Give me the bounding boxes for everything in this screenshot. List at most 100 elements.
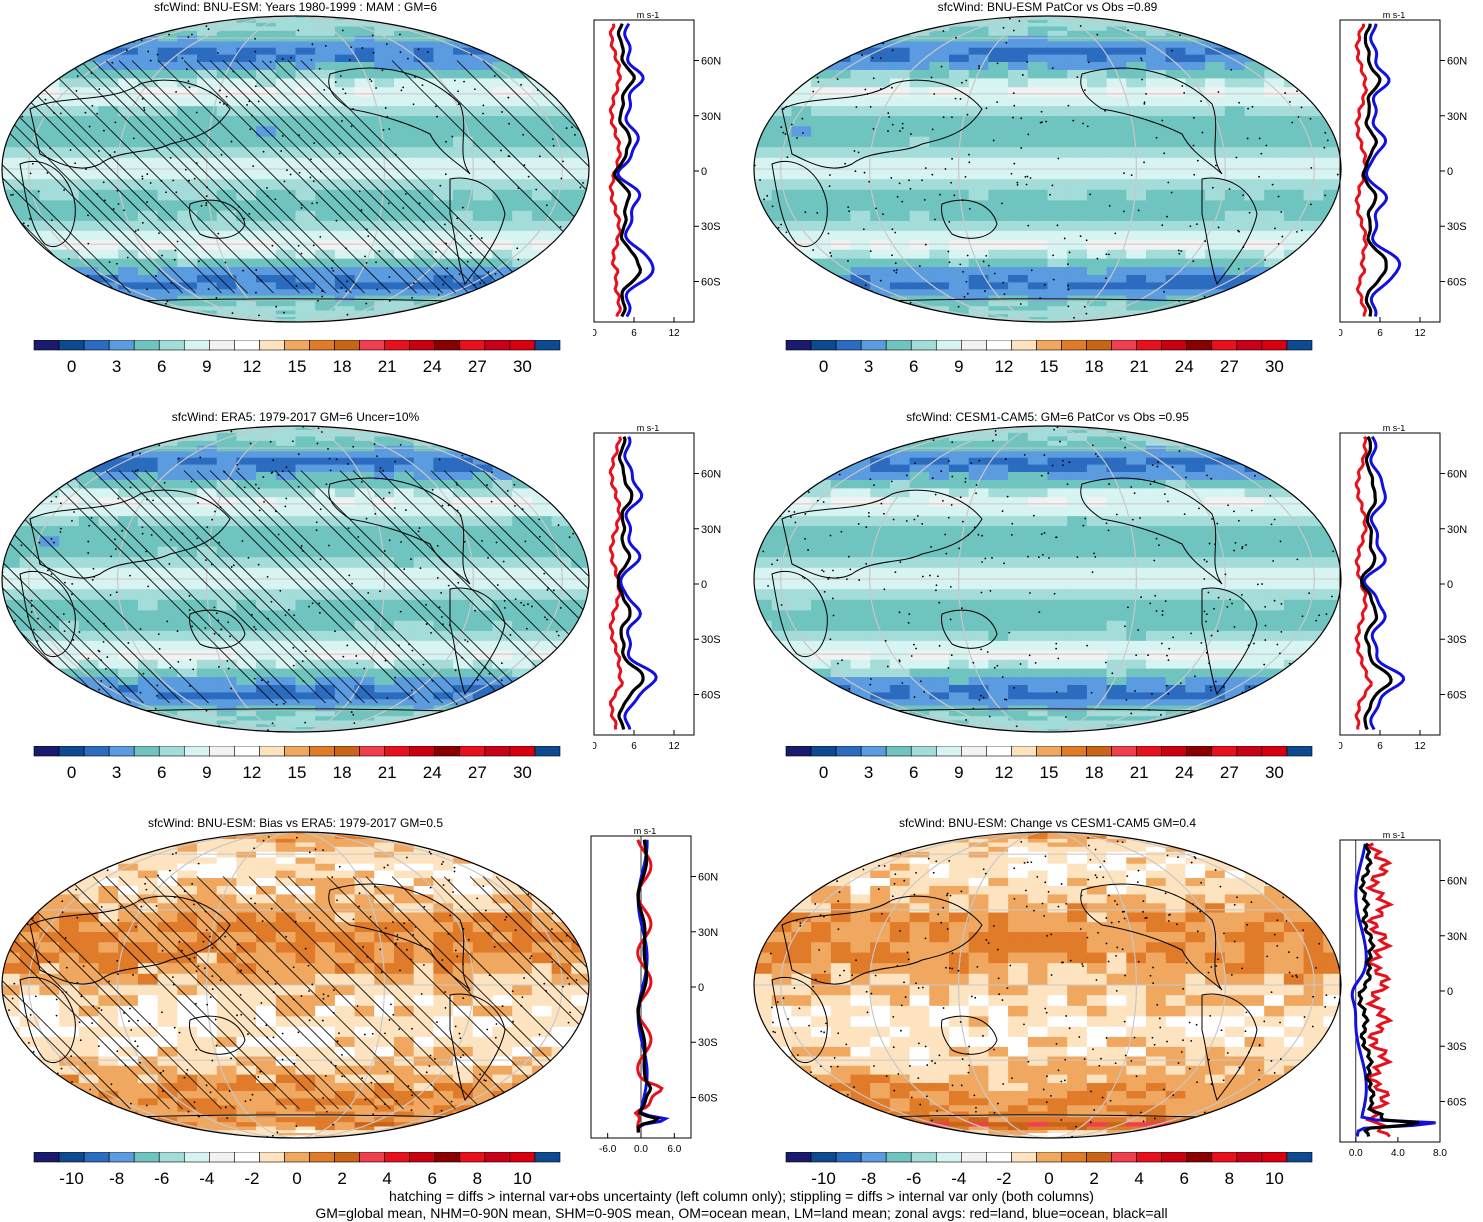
colorbar-tick-label: 12 [994, 357, 1013, 376]
colorbar-tick-label: 9 [202, 763, 211, 782]
zonal-lat-label: 60N [1447, 56, 1467, 68]
colorbar-tick-label: 6 [1180, 1169, 1189, 1188]
colorbar-tick-label: 9 [954, 357, 963, 376]
zonal-x-tick-label: 12 [668, 741, 680, 752]
zonal-x-tick-label: 6 [1377, 328, 1383, 339]
zonal-lat-label: 0 [701, 166, 707, 178]
colorbar-tick-label: 6 [428, 1169, 437, 1188]
panel-title-6: sfcWind: BNU-ESM: Change vs CESM1-CAM5 G… [752, 816, 1343, 830]
map-panel-1 [0, 14, 591, 324]
colorbar-tick-label: -6 [906, 1169, 921, 1188]
zonal-lat-label: 30S [1447, 1041, 1467, 1053]
zonal-unit-label: m s-1 [1383, 832, 1406, 840]
colorbar-tick-label: -8 [109, 1169, 124, 1188]
colorbar-tick-label: 27 [1220, 357, 1239, 376]
colorbar-tick-label: 10 [1265, 1169, 1284, 1188]
colorbar-tick-label: 0 [1044, 1169, 1053, 1188]
zonal-lat-label: 30S [698, 1037, 718, 1049]
zonal-lat-label: 60N [1447, 876, 1467, 888]
map-panel-3 [0, 424, 591, 734]
zonal-x-tick-label: 12 [1414, 741, 1426, 752]
panel-title-4: sfcWind: CESM1-CAM5: GM=6 PatCor vs Obs … [752, 410, 1343, 424]
colorbar-tick-label: 2 [337, 1169, 346, 1188]
colorbar-tick-label: 6 [909, 763, 918, 782]
zonal-x-tick-label: 0.0 [634, 1144, 648, 1155]
colorbar-tick-label: 2 [1089, 1169, 1098, 1188]
zonal-lat-label: 60S [701, 689, 721, 701]
colorbar-tick-label: 12 [242, 763, 261, 782]
colorbar-tick-label: 24 [423, 763, 442, 782]
map-panel-6 [752, 830, 1343, 1140]
zonal-lat-label: 30N [701, 111, 721, 123]
colorbar-tick-label: 9 [954, 763, 963, 782]
zonal-x-tick-label: 6 [631, 741, 637, 752]
colorbar-tick-label: 27 [468, 763, 487, 782]
colorbar-tick-label: 18 [1085, 357, 1104, 376]
colorbar-tick-label: 0 [819, 357, 828, 376]
colorbar-tick-label: 21 [378, 763, 397, 782]
panel-title-2: sfcWind: BNU-ESM PatCor vs Obs =0.89 [752, 0, 1343, 14]
colorbar-tick-label: 18 [1085, 763, 1104, 782]
zonal-lat-label: 0 [1447, 986, 1453, 998]
colorbar-tick-label: 4 [1134, 1169, 1143, 1188]
zonal-lat-label: 0 [1447, 166, 1453, 178]
zonal-x-tick-label: 12 [668, 328, 680, 339]
colorbar-tick-label: 27 [468, 357, 487, 376]
colorbar-tick-label: 8 [473, 1169, 482, 1188]
colorbar-tick-label: 12 [242, 357, 261, 376]
zonal-curve-land [1367, 844, 1390, 1137]
zonal-x-tick-label: 0.0 [1349, 1148, 1363, 1159]
zonal-unit-label: m s-1 [1383, 12, 1406, 20]
colorbar-tick-label: 15 [1040, 763, 1059, 782]
zonal-x-tick-label: 0 [593, 328, 597, 339]
panel-title-1: sfcWind: BNU-ESM: Years 1980-1999 : MAM … [0, 0, 591, 14]
zonal-lat-label: 60S [701, 276, 721, 288]
colorbar-tick-label: 27 [1220, 763, 1239, 782]
colorbar-tick-label: 15 [1040, 357, 1059, 376]
colorbar-tick-label: 0 [819, 763, 828, 782]
zonal-lat-label: 60N [1447, 469, 1467, 481]
colorbar-tick-label: 15 [288, 763, 307, 782]
colorbar-tick-label: 8 [1225, 1169, 1234, 1188]
colorbar-tick-label: 0 [67, 763, 76, 782]
zonal-unit-label: m s-1 [637, 425, 660, 433]
colorbar-tick-label: 30 [513, 357, 532, 376]
colorbar-tick-label: 18 [333, 357, 352, 376]
colorbar-tick-label: 15 [288, 357, 307, 376]
map-panel-4 [752, 424, 1343, 734]
colorbar-tick-label: 6 [157, 357, 166, 376]
zonal-x-tick-label: 6.0 [667, 1144, 681, 1155]
zonal-unit-label: m s-1 [637, 12, 660, 20]
colorbar-tick-label: 24 [1175, 357, 1194, 376]
zonal-lat-label: 30N [1447, 111, 1467, 123]
zonal-unit-label: m s-1 [634, 828, 657, 836]
colorbar-tick-label: 9 [202, 357, 211, 376]
zonal-x-tick-label: -6.0 [599, 1144, 617, 1155]
zonal-x-tick-label: 0 [1339, 328, 1343, 339]
map-panel-5 [0, 830, 591, 1140]
zonal-lat-label: 30S [1447, 634, 1467, 646]
zonal-lat-label: 60N [701, 56, 721, 68]
zonal-lat-label: 60N [701, 469, 721, 481]
colorbar-tick-label: 12 [994, 763, 1013, 782]
colorbar-tick-label: 0 [292, 1169, 301, 1188]
colorbar-tick-label: -2 [996, 1169, 1011, 1188]
colorbar-tick-label: 3 [112, 763, 121, 782]
zonal-lat-label: 30S [1447, 221, 1467, 233]
zonal-lat-label: 30N [1447, 931, 1467, 943]
colorbar-tick-label: 10 [513, 1169, 532, 1188]
zonal-lat-label: 60S [1447, 276, 1467, 288]
zonal-x-tick-label: 6 [631, 328, 637, 339]
zonal-lat-label: 60S [698, 1092, 718, 1104]
zonal-lat-label: 0 [1447, 579, 1453, 591]
zonal-curve-ocean [618, 24, 653, 317]
colorbar-tick-label: 6 [909, 357, 918, 376]
zonal-x-tick-label: 4.0 [1391, 1148, 1405, 1159]
zonal-x-tick-label: 0 [1339, 741, 1343, 752]
